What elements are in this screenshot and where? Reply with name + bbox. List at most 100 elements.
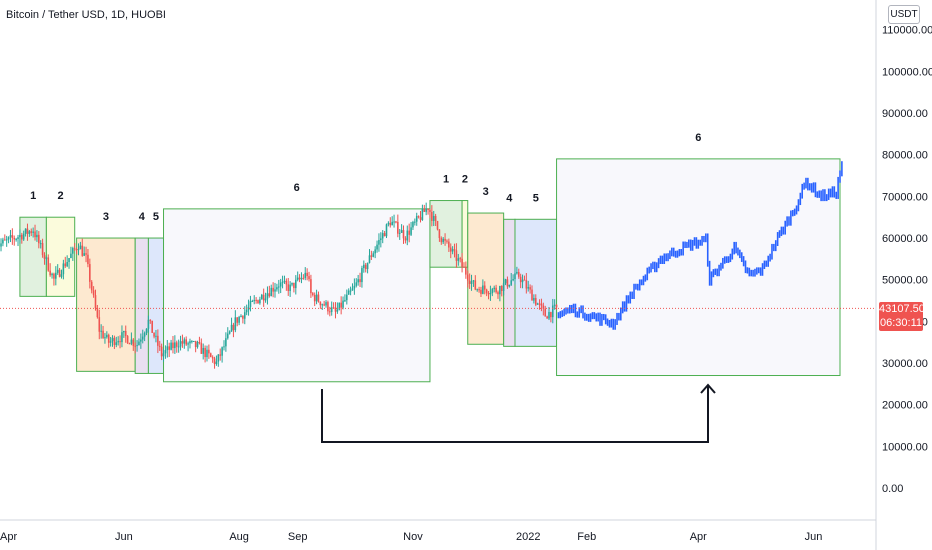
candle-body [166, 346, 169, 351]
x-tick-label: Feb [577, 531, 596, 543]
candle-body [270, 287, 273, 297]
candle-body [140, 339, 142, 342]
candle-body [334, 307, 337, 312]
candle-body [329, 311, 331, 313]
candle-body [68, 258, 70, 262]
candle-body [463, 266, 465, 268]
currency-button[interactable]: USDT [888, 5, 920, 24]
projection-path [557, 161, 843, 330]
recent-wave-label-5: 5 [533, 192, 539, 204]
candle-body [136, 345, 138, 347]
candle-body [177, 346, 180, 348]
candle-body [39, 243, 42, 245]
candle-body [408, 230, 410, 235]
candle-body [442, 238, 444, 243]
candle-body [423, 208, 426, 212]
candle-body [525, 280, 528, 289]
candle-body [43, 255, 46, 259]
candle-body [100, 330, 102, 332]
candle-body [217, 354, 220, 362]
candle-body [141, 336, 144, 340]
candle-body [400, 230, 403, 233]
candle-body [192, 340, 195, 342]
candle-body [404, 238, 407, 241]
candle-body [364, 264, 367, 270]
candle-body [109, 341, 112, 343]
candle-body [289, 284, 291, 291]
candle-body [223, 346, 225, 348]
candle-body [183, 339, 186, 344]
candle-body [312, 293, 314, 295]
candle-body [340, 302, 342, 308]
candle-body [432, 215, 435, 221]
candle-body [272, 287, 274, 292]
historical-wave-label-1: 1 [30, 190, 36, 202]
candle-body [495, 287, 497, 293]
arrow-head [700, 383, 716, 394]
candle-body [455, 250, 458, 261]
candle-body [502, 283, 505, 291]
candle-body [330, 307, 333, 312]
candle-body [58, 269, 61, 277]
candle-body [427, 208, 429, 210]
candle-body [225, 338, 227, 347]
candle-body [448, 241, 450, 248]
candle-body [102, 330, 104, 338]
x-tick-label: Aug [229, 531, 249, 543]
candle-body [22, 233, 25, 240]
candle-body [332, 307, 335, 309]
candle-body [66, 261, 68, 267]
candle-body [98, 317, 101, 332]
candle-body [221, 347, 223, 356]
candle-body [453, 249, 456, 251]
candle-body [338, 302, 341, 310]
historical-wave-box-3 [76, 237, 136, 372]
candle-body [385, 224, 388, 237]
candle-body [380, 238, 382, 241]
candle-body [472, 280, 475, 282]
candle-body [336, 309, 339, 312]
candle-body [374, 249, 376, 254]
candle-body [153, 332, 155, 337]
candle-body [397, 221, 399, 234]
candle-body [70, 253, 72, 259]
candle-body [499, 286, 501, 295]
y-tick-label: 60000.00 [882, 233, 928, 245]
candle-body [544, 308, 547, 317]
candle-body [181, 341, 184, 344]
candle-body [60, 274, 63, 277]
candle-body [17, 237, 19, 240]
candle-body [268, 293, 271, 297]
candle-body [480, 289, 482, 294]
candle-body [126, 336, 129, 344]
candle-body [291, 282, 293, 285]
candle-body [30, 231, 33, 233]
candle-body [519, 276, 522, 283]
candle-body [145, 328, 148, 334]
last-price-badge: 43107.50 06:30:11 [879, 302, 925, 331]
x-tick-label: Jun [805, 531, 823, 543]
candle-body [32, 231, 34, 233]
candle-body [285, 280, 288, 285]
recent-wave-box-6 [556, 158, 841, 377]
candle-body [487, 293, 490, 295]
candle-body [228, 331, 231, 334]
candle-body [113, 337, 116, 345]
historical-wave-label-5: 5 [153, 211, 159, 223]
historical-wave-label-2: 2 [57, 190, 63, 202]
candle-body [366, 262, 369, 270]
candle-body [119, 341, 121, 343]
candle-body [470, 281, 473, 284]
candle-body [87, 254, 89, 265]
candle-body [485, 289, 488, 294]
recent-wave-box-5 [514, 218, 558, 347]
candle-body [315, 294, 318, 302]
candle-body [179, 341, 182, 347]
chart-title: Bitcoin / Tether USD, 1D, HUOBI [6, 9, 166, 21]
y-tick-label: 100000.00 [882, 66, 932, 78]
candle-body [158, 345, 161, 347]
recent-wave-label-4: 4 [506, 192, 513, 204]
candle-body [429, 209, 431, 212]
candle-body [370, 255, 373, 257]
